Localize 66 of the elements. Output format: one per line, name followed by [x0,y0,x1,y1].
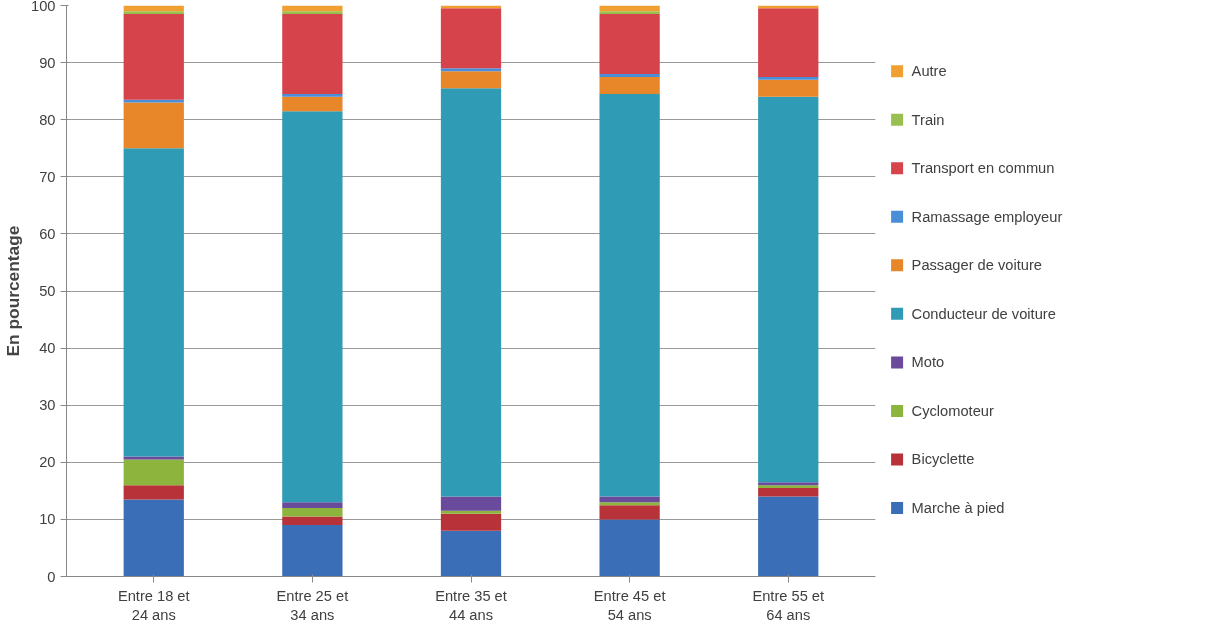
bar [440,88,502,497]
legend-label: Ramassage employeur [911,208,1063,225]
bar [282,516,343,526]
bar [282,502,343,508]
bar [758,76,819,80]
bar [123,148,184,457]
bar [123,99,184,103]
legend-label: Transport en commun [911,160,1055,177]
bar [282,11,343,15]
y-tick-label: 10 [39,511,56,528]
bar [123,485,184,500]
bar [123,11,184,15]
legend-label: Autre [911,63,947,80]
bar [282,525,343,577]
bar [599,76,660,94]
bar [758,487,819,497]
x-tick-label: Entre 18 et 24 ans [117,587,190,623]
bar [440,68,502,72]
y-tick-label: 60 [39,225,56,242]
x-tick-label: Entre 45 et 54 ans [593,587,666,623]
bar [123,14,184,100]
bar [599,11,660,15]
bar [282,96,343,112]
legend-label: Conducteur de voiture [911,305,1056,322]
x-tick-label: Entre 25 et 34 ans [276,587,349,623]
bar [599,505,660,520]
bar [599,94,660,497]
y-tick-label: 40 [39,340,56,357]
bar [440,496,502,511]
bar [758,96,819,483]
bar [123,499,184,577]
bar [440,71,502,89]
legend-label: Cyclomoteur [911,402,994,419]
legend-label: Passager de voiture [911,257,1042,274]
bar [282,14,343,94]
bar [282,94,343,97]
legend-label: Bicyclette [911,451,975,468]
bar [282,111,343,503]
y-tick-label: 20 [39,454,56,471]
bar [599,502,660,506]
x-tick-label: Entre 35 et 44 ans [435,587,507,623]
x-tick-label: Entre 55 et 64 ans [752,587,825,623]
legend-label: Moto [911,354,945,371]
bar [123,102,184,149]
bar [758,496,819,577]
y-tick-label: 90 [39,54,56,71]
bar [440,510,502,514]
bar [440,8,502,69]
bar [599,74,660,77]
y-tick-label: 0 [47,568,56,585]
bar [758,79,819,97]
legend-label: Train [911,111,945,128]
y-tick-label: 30 [39,397,56,414]
bar [758,8,819,77]
bar [282,507,343,517]
legend-label: Marche à pied [911,499,1005,516]
y-tick-label: 70 [39,168,56,185]
y-tick-label: 100 [31,0,56,14]
bar [440,513,502,531]
y-tick-label: 80 [39,111,56,128]
y-tick-label: 50 [39,283,56,299]
bar [599,519,660,577]
bar [599,14,660,75]
bar [440,530,502,577]
bar [123,459,184,486]
y-axis-title: En pourcentage [3,225,24,357]
